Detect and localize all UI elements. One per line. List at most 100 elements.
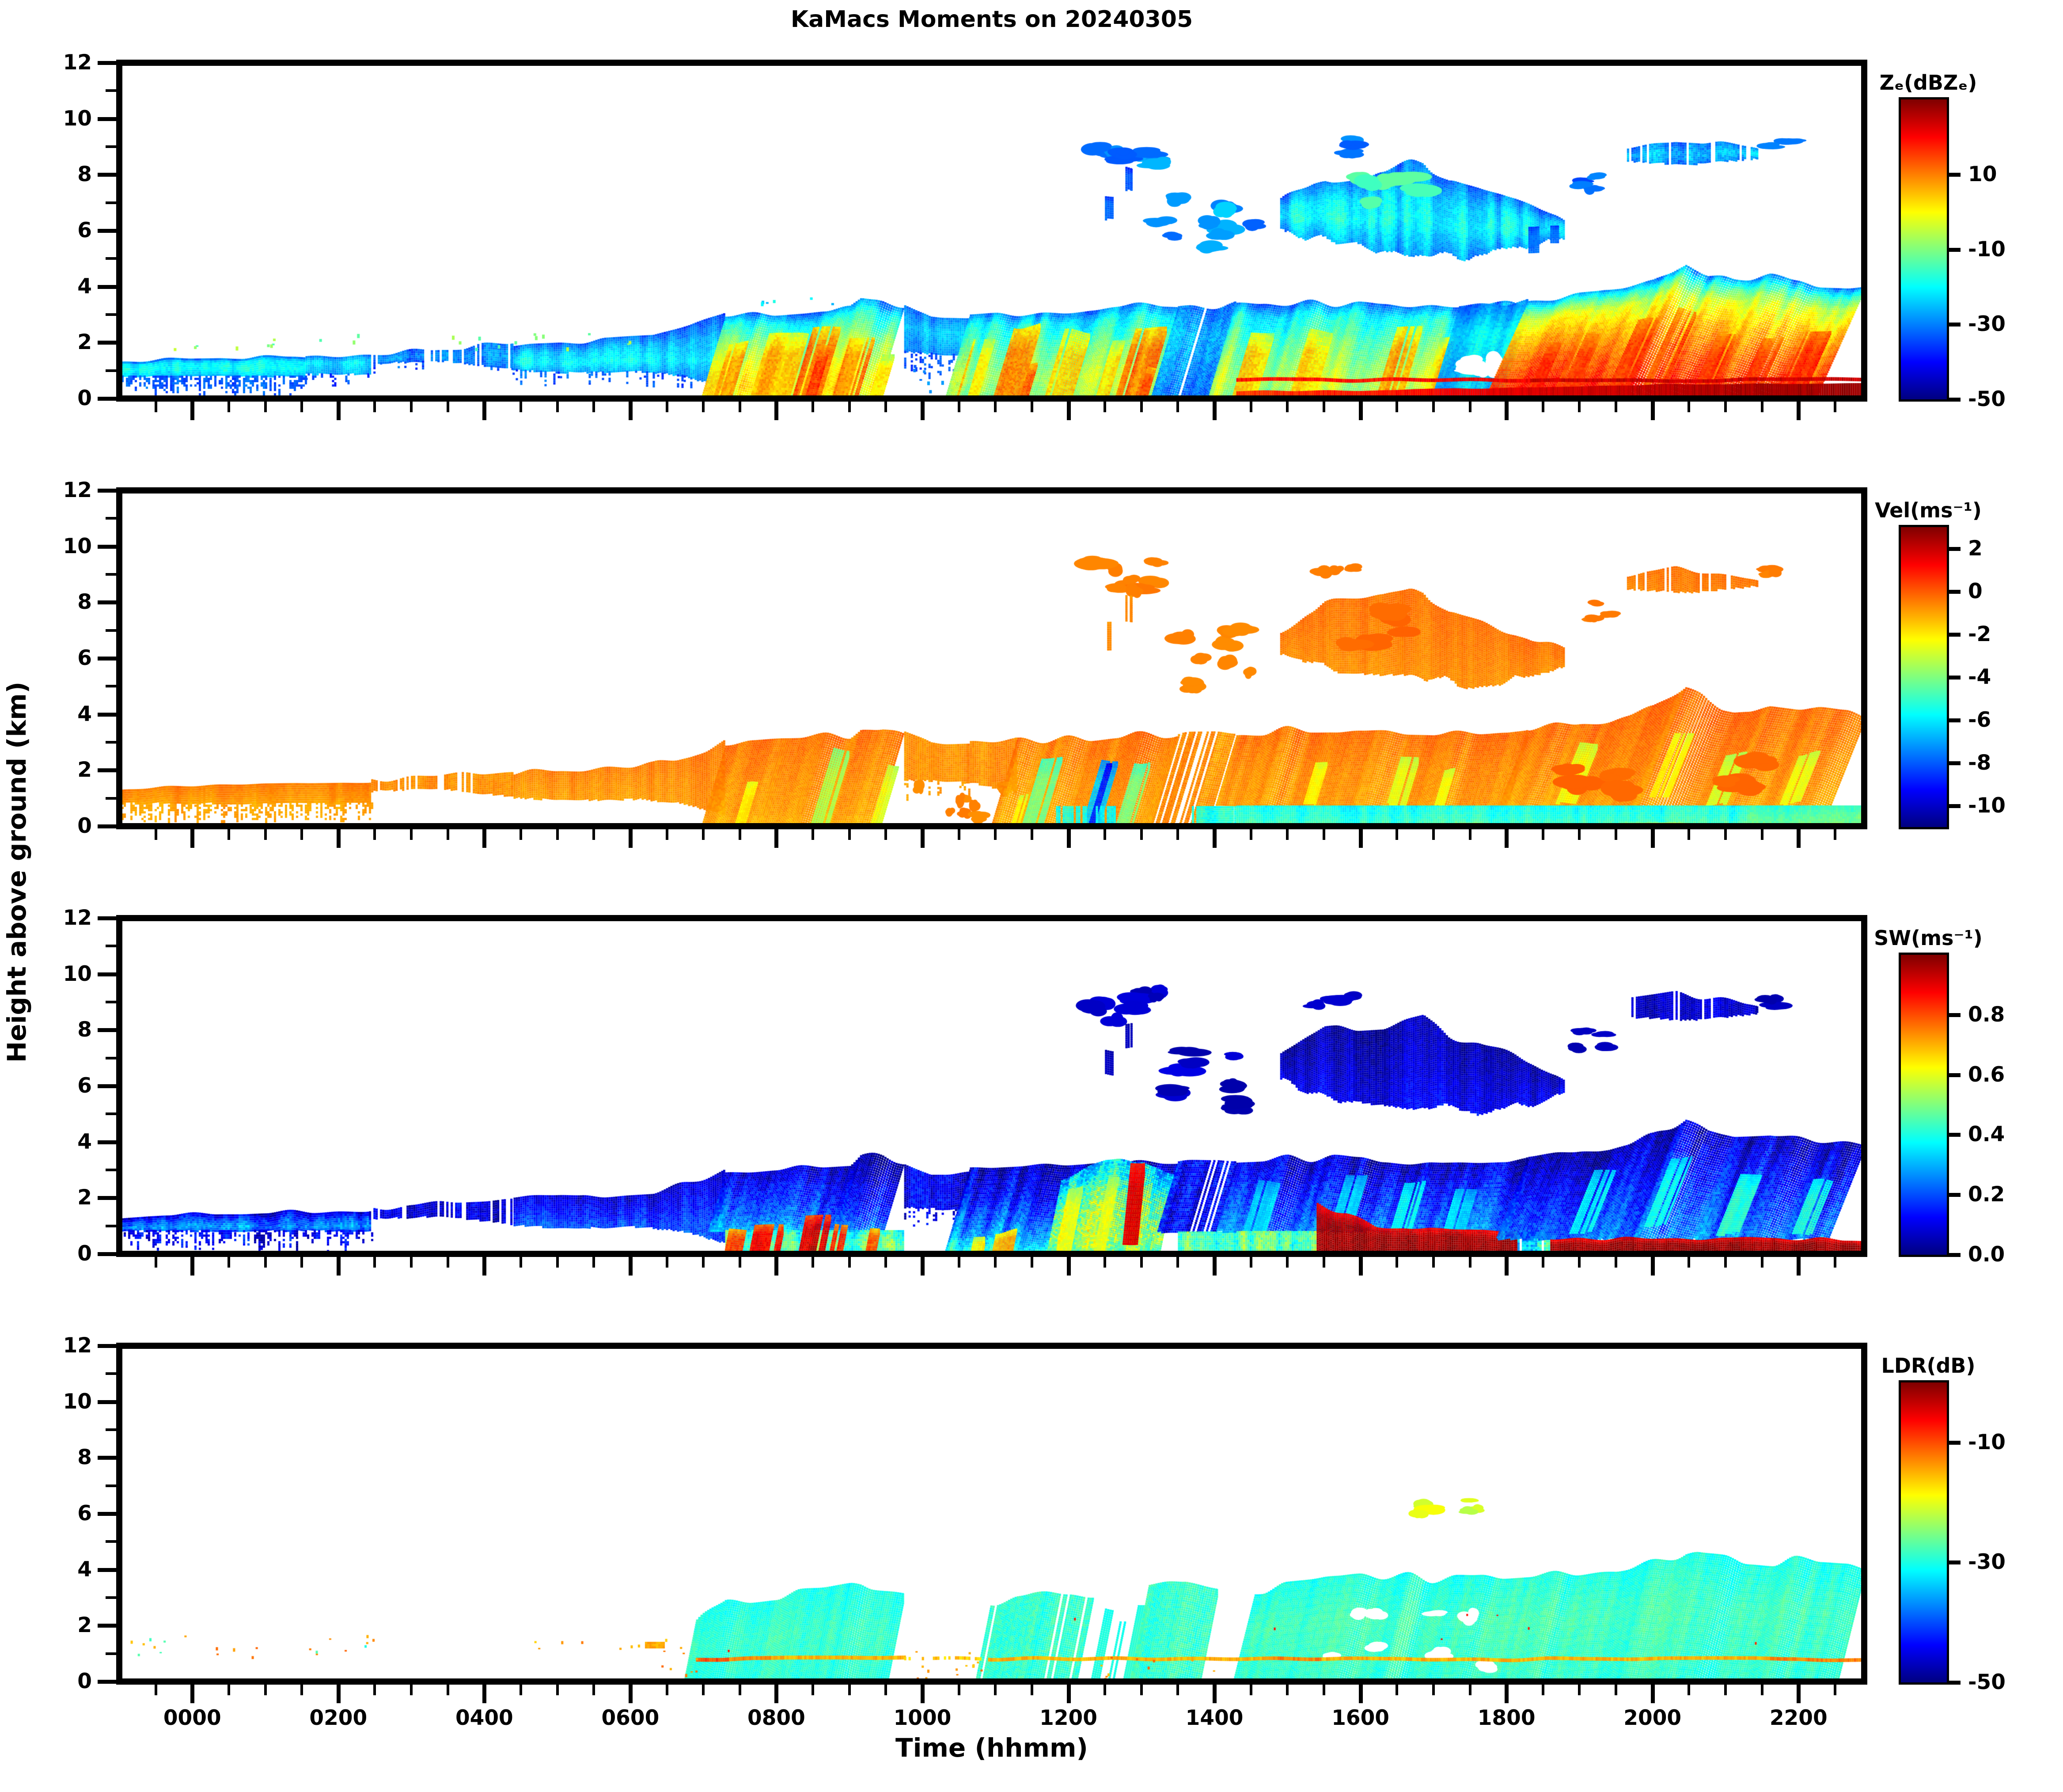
x-major-tick [1650,829,1655,848]
y-tick-label: 0 [77,814,92,838]
colorbar-tick-label: -30 [1968,1550,2006,1575]
x-minor-tick [1286,1685,1289,1695]
y-major-tick [98,229,116,233]
y-tick-label: 8 [77,1445,92,1470]
colorbar-ldr [1899,1380,1949,1685]
y-minor-tick [106,741,116,744]
y-minor-tick [106,629,116,632]
y-tick-label: 6 [77,1074,92,1098]
panel-ze: 0 2 4 6 8 10 12 [63,50,1867,420]
x-minor-tick [1104,1257,1107,1268]
colorbar-tick-label: -4 [1968,664,1991,689]
colorbar-tick-label: -2 [1968,622,1991,646]
y-minor-tick [106,945,116,948]
y-major-tick [98,1084,116,1088]
x-minor-tick [1541,402,1544,412]
x-minor-tick [1615,402,1618,412]
x-minor-tick [1432,1685,1435,1695]
x-minor-tick [1140,402,1143,412]
y-major-tick [98,341,116,345]
x-major-tick [336,1685,341,1703]
y-major-tick [98,544,116,549]
x-minor-tick [738,829,741,840]
y-minor-tick [106,89,116,92]
colorbar-tick [1949,1073,1961,1077]
y-major-tick [98,61,116,65]
y-minor-tick [106,369,116,372]
y-major-tick [98,1140,116,1144]
x-minor-tick [1578,829,1581,840]
x-tick-label: 0200 [309,1706,368,1730]
y-major-tick [98,1028,116,1033]
x-minor-tick [1396,1257,1399,1268]
x-minor-tick [1140,1257,1143,1268]
colorbar-tick-label: -50 [1968,387,2006,411]
x-major-tick [190,1685,195,1703]
x-major-tick [628,1685,633,1703]
x-minor-tick [738,1685,741,1695]
y-minor-tick [106,145,116,148]
x-minor-tick [300,829,303,840]
x-minor-tick [556,1257,559,1268]
y-tick-label: 12 [63,478,92,502]
heatmap-ldr [119,1346,1864,1682]
x-tick-label: 1600 [1331,1706,1390,1730]
colorbar-tick [1949,1133,1961,1137]
x-minor-tick [848,829,851,840]
y-tick-label: 10 [63,961,92,986]
y-major-tick [98,285,116,289]
x-tick-label: 2200 [1769,1706,1828,1730]
x-minor-tick [264,1685,267,1695]
x-major-tick [1505,1257,1509,1276]
y-major-tick [98,916,116,920]
y-tick-label: 8 [77,162,92,187]
x-minor-tick [1578,1685,1581,1695]
x-minor-tick [519,402,522,412]
y-major-tick [98,489,116,493]
x-major-tick [920,829,925,848]
colorbar-tick [1949,718,1961,722]
x-major-tick [774,402,779,420]
x-minor-tick [1176,402,1179,412]
y-tick-label: 4 [77,1129,92,1154]
y-minor-tick [106,1540,116,1543]
colorbar-gradient [1901,1382,1947,1682]
x-major-tick [1066,829,1071,848]
colorbar-tick [1949,804,1961,808]
y-minor-tick [106,1169,116,1171]
x-minor-tick [884,1257,887,1268]
x-minor-tick [1432,829,1435,840]
x-minor-tick [446,402,449,412]
x-tick-label: 1800 [1477,1706,1536,1730]
x-major-tick [190,402,195,420]
x-minor-tick [994,829,997,840]
y-major-tick [98,1400,116,1404]
x-minor-tick [592,829,595,840]
x-minor-tick [592,402,595,412]
panel-frame [116,487,1867,829]
x-minor-tick [373,829,376,840]
y-minor-tick [106,1001,116,1003]
colorbar-tick-label: -50 [1968,1670,2006,1694]
x-minor-tick [957,829,960,840]
x-minor-tick [373,1257,376,1268]
x-axis-label: Time (hhmm) [895,1733,1088,1763]
y-tick-label: 4 [77,274,92,299]
x-minor-tick [702,829,705,840]
x-minor-tick [702,1685,705,1695]
x-minor-tick [410,829,413,840]
x-major-tick [1797,829,1801,848]
colorbar-tick [1949,632,1961,637]
y-tick-label: 12 [63,906,92,930]
colorbar-tick-label: 10 [1968,162,1997,186]
x-minor-tick [1176,1685,1179,1695]
x-minor-tick [994,402,997,412]
x-minor-tick [592,1685,595,1695]
y-major-tick [98,397,116,401]
x-minor-tick [410,402,413,412]
x-minor-tick [410,1257,413,1268]
heatmap-vel [119,490,1864,826]
colorbar-tick [1949,1440,1961,1445]
x-minor-tick [738,402,741,412]
panel-frame [116,1343,1867,1685]
